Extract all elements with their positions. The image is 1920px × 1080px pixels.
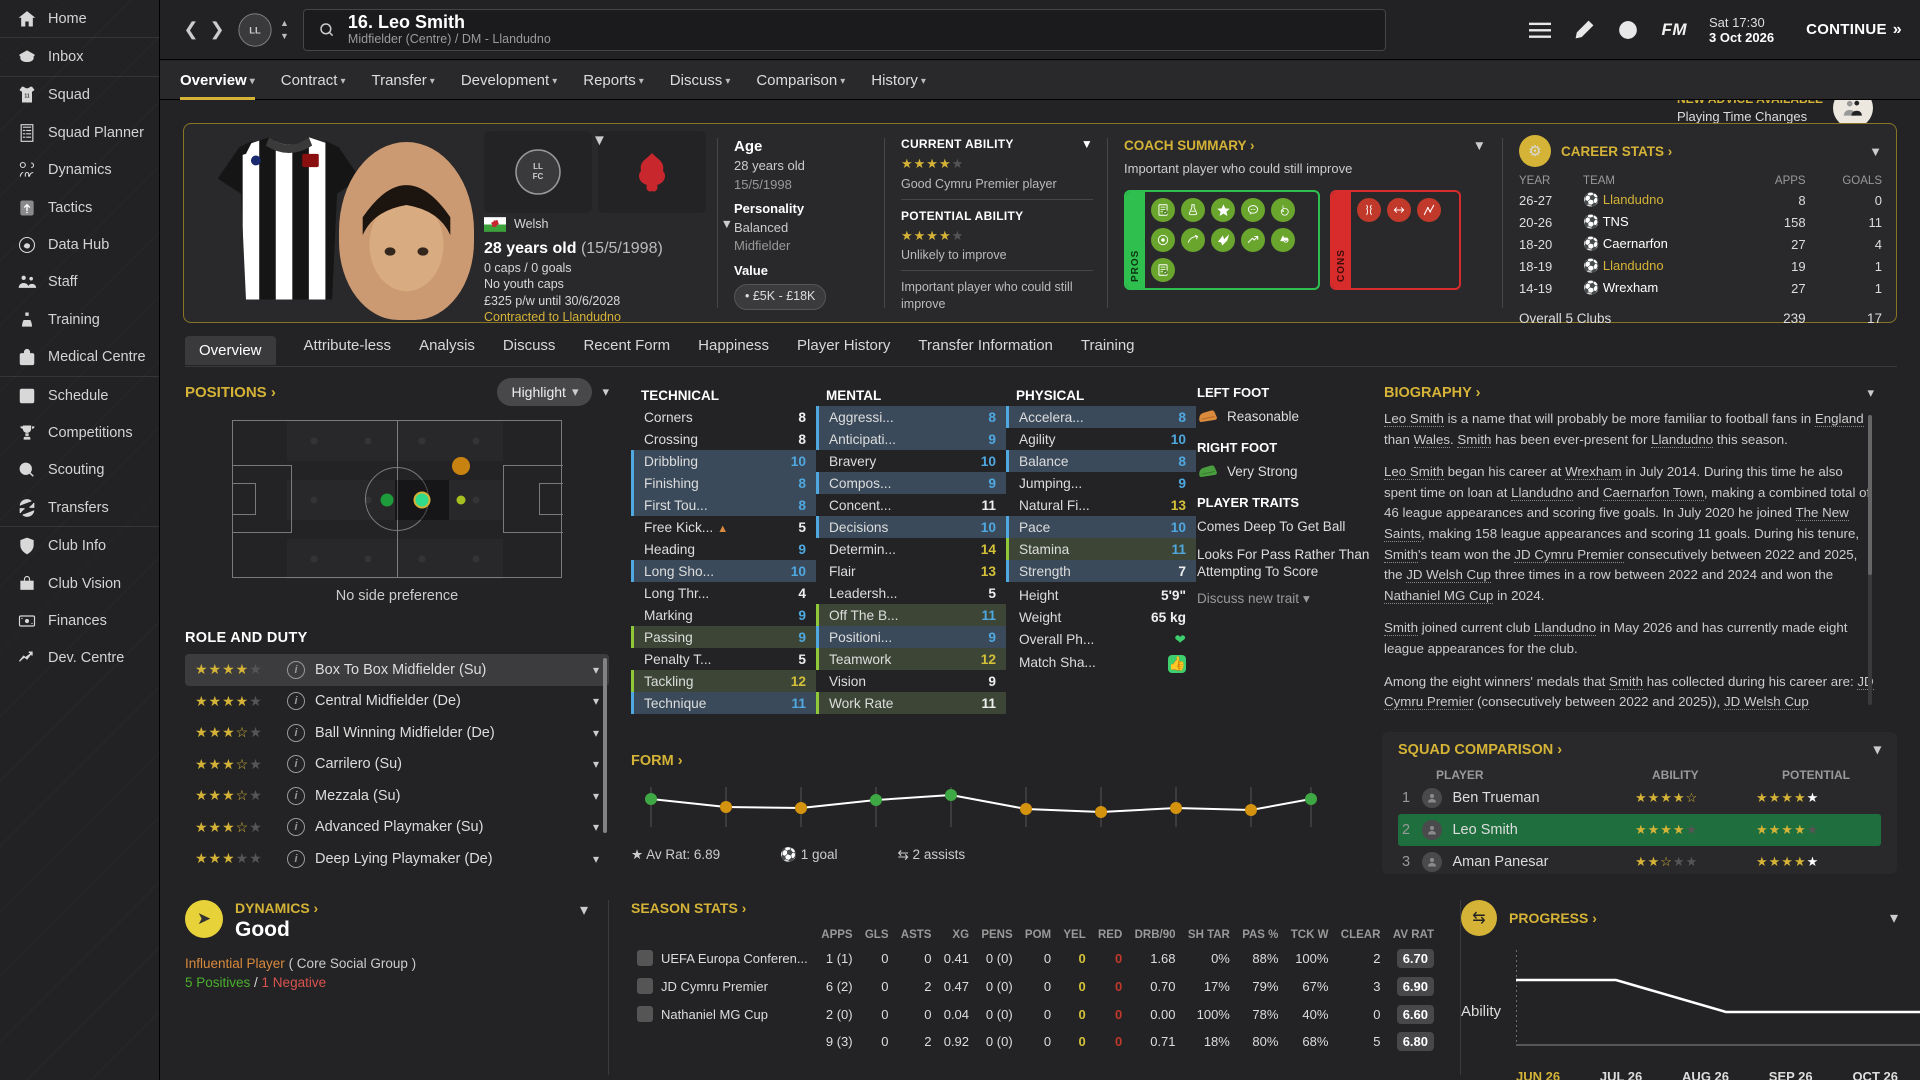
- svg-text:FC: FC: [533, 172, 544, 181]
- svg-text:LL: LL: [533, 162, 543, 171]
- svg-text:LL: LL: [249, 25, 261, 35]
- svg-text:11: 11: [24, 94, 30, 100]
